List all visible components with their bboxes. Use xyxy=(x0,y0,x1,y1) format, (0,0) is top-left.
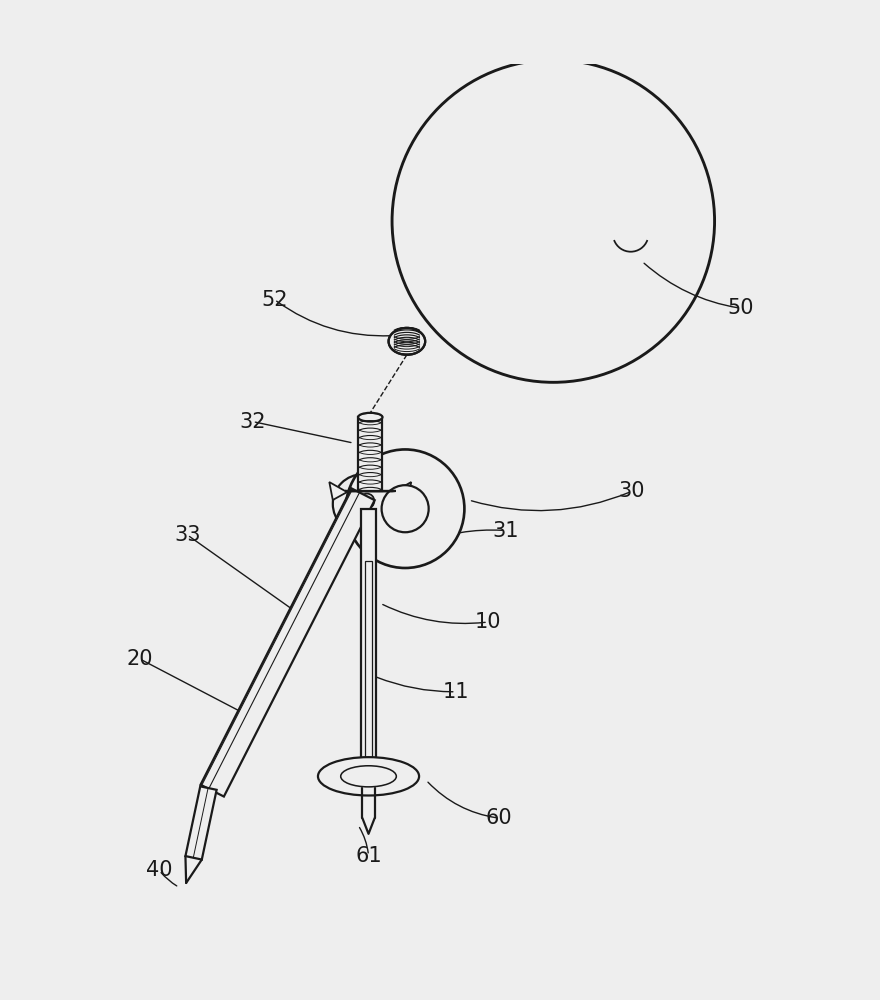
Bar xyxy=(361,509,376,779)
Text: 60: 60 xyxy=(486,808,512,828)
Text: 61: 61 xyxy=(356,846,382,866)
Polygon shape xyxy=(329,482,348,500)
Polygon shape xyxy=(186,786,216,860)
Ellipse shape xyxy=(341,766,396,787)
Text: 31: 31 xyxy=(492,521,518,541)
Text: 10: 10 xyxy=(474,612,502,632)
Text: 50: 50 xyxy=(728,298,754,318)
Text: 52: 52 xyxy=(261,290,288,310)
Polygon shape xyxy=(201,488,375,797)
Circle shape xyxy=(333,474,392,534)
Ellipse shape xyxy=(318,757,419,795)
Ellipse shape xyxy=(389,328,425,355)
Circle shape xyxy=(392,60,715,382)
Circle shape xyxy=(346,449,465,568)
Polygon shape xyxy=(392,482,411,500)
Bar xyxy=(365,561,371,763)
Circle shape xyxy=(382,485,429,532)
Bar xyxy=(358,417,383,491)
Text: 33: 33 xyxy=(174,525,201,545)
Circle shape xyxy=(360,494,374,508)
Text: 30: 30 xyxy=(619,481,645,501)
Text: 32: 32 xyxy=(239,412,266,432)
Text: 11: 11 xyxy=(443,682,469,702)
Ellipse shape xyxy=(358,413,383,422)
Text: 40: 40 xyxy=(146,860,172,880)
Text: 20: 20 xyxy=(126,649,152,669)
